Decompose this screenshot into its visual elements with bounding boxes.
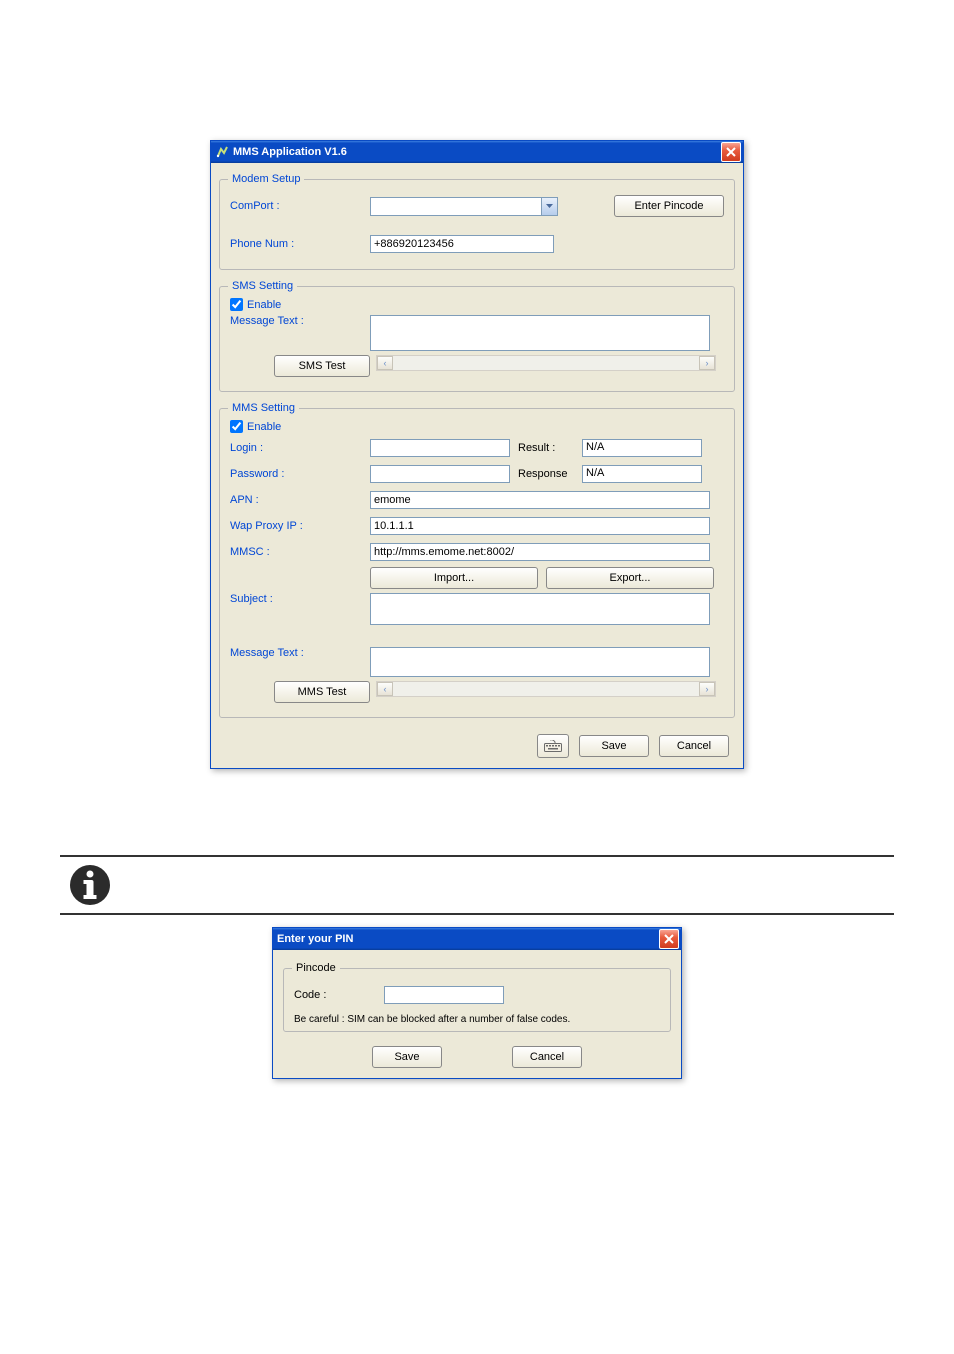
- code-input[interactable]: [384, 986, 504, 1004]
- result-value: N/A: [582, 439, 702, 457]
- response-value: N/A: [582, 465, 702, 483]
- scroll-left-icon[interactable]: ‹: [377, 356, 393, 370]
- scroll-track[interactable]: [393, 356, 699, 370]
- mms-message-text[interactable]: [370, 647, 710, 677]
- apn-input[interactable]: [370, 491, 710, 509]
- login-label: Login :: [230, 442, 370, 454]
- sms-scrollbar[interactable]: ‹ ›: [376, 355, 716, 371]
- import-button[interactable]: Import...: [370, 567, 538, 589]
- enter-pincode-button[interactable]: Enter Pincode: [614, 195, 724, 217]
- sms-setting-group: SMS Setting Enable Message Text : SMS Te: [219, 280, 735, 392]
- pin-title: Enter your PIN: [277, 933, 659, 945]
- cancel-button[interactable]: Cancel: [659, 735, 729, 757]
- sms-enable-checkbox[interactable]: [230, 298, 243, 311]
- modem-setup-group: Modem Setup ComPort : Enter Pincode: [219, 173, 735, 270]
- note-section: [60, 855, 894, 915]
- mms-setting-group: MMS Setting Enable Login : Result : N/A: [219, 402, 735, 718]
- close-button[interactable]: [721, 142, 741, 162]
- mmsc-input[interactable]: [370, 543, 710, 561]
- mms-setting-legend: MMS Setting: [228, 402, 299, 414]
- wap-input[interactable]: [370, 517, 710, 535]
- button-bar: Save Cancel: [219, 728, 735, 760]
- info-icon: [68, 863, 112, 907]
- sms-setting-legend: SMS Setting: [228, 280, 297, 292]
- phone-num-label: Phone Num :: [230, 238, 370, 250]
- login-input[interactable]: [370, 439, 510, 457]
- comport-value: [371, 198, 541, 215]
- keyboard-button[interactable]: [537, 734, 569, 758]
- scroll-track[interactable]: [393, 682, 699, 696]
- result-label: Result :: [518, 442, 574, 454]
- pin-close-button[interactable]: [659, 929, 679, 949]
- response-label: Response: [518, 468, 574, 480]
- mmsc-label: MMSC :: [230, 546, 370, 558]
- pin-dialog: Enter your PIN Pincode Code : Be careful…: [272, 927, 682, 1079]
- password-input[interactable]: [370, 465, 510, 483]
- pin-save-button[interactable]: Save: [372, 1046, 442, 1068]
- code-label: Code :: [294, 989, 384, 1001]
- mms-app-dialog: MMS Application V1.6 Modem Setup ComPort…: [210, 140, 744, 769]
- wap-label: Wap Proxy IP :: [230, 520, 370, 532]
- sms-message-label: Message Text :: [230, 315, 370, 327]
- save-button[interactable]: Save: [579, 735, 649, 757]
- divider: [60, 855, 894, 857]
- pincode-group: Pincode Code : Be careful : SIM can be b…: [283, 962, 671, 1032]
- apn-label: APN :: [230, 494, 370, 506]
- password-label: Password :: [230, 468, 370, 480]
- subject-input[interactable]: [370, 593, 710, 625]
- app-icon: [215, 145, 229, 159]
- phone-num-input[interactable]: [370, 235, 554, 253]
- mms-enable-checkbox[interactable]: [230, 420, 243, 433]
- mms-enable-label: Enable: [247, 421, 281, 433]
- modem-setup-legend: Modem Setup: [228, 173, 304, 185]
- scroll-right-icon[interactable]: ›: [699, 356, 715, 370]
- titlebar-title: MMS Application V1.6: [233, 146, 721, 158]
- comport-label: ComPort :: [230, 200, 370, 212]
- pin-warning: Be careful : SIM can be blocked after a …: [294, 1014, 660, 1025]
- pincode-legend: Pincode: [292, 962, 340, 974]
- combo-dropdown-button[interactable]: [541, 198, 557, 215]
- sms-enable-label: Enable: [247, 299, 281, 311]
- subject-label: Subject :: [230, 593, 370, 605]
- pin-cancel-button[interactable]: Cancel: [512, 1046, 582, 1068]
- comport-combo[interactable]: [370, 197, 558, 216]
- pin-titlebar: Enter your PIN: [273, 928, 681, 950]
- sms-test-button[interactable]: SMS Test: [274, 355, 370, 377]
- export-button[interactable]: Export...: [546, 567, 714, 589]
- scroll-right-icon[interactable]: ›: [699, 682, 715, 696]
- divider: [60, 913, 894, 915]
- mms-message-label: Message Text :: [230, 647, 370, 659]
- mms-test-button[interactable]: MMS Test: [274, 681, 370, 703]
- mms-scrollbar[interactable]: ‹ ›: [376, 681, 716, 697]
- titlebar: MMS Application V1.6: [211, 141, 743, 163]
- sms-message-text[interactable]: [370, 315, 710, 351]
- scroll-left-icon[interactable]: ‹: [377, 682, 393, 696]
